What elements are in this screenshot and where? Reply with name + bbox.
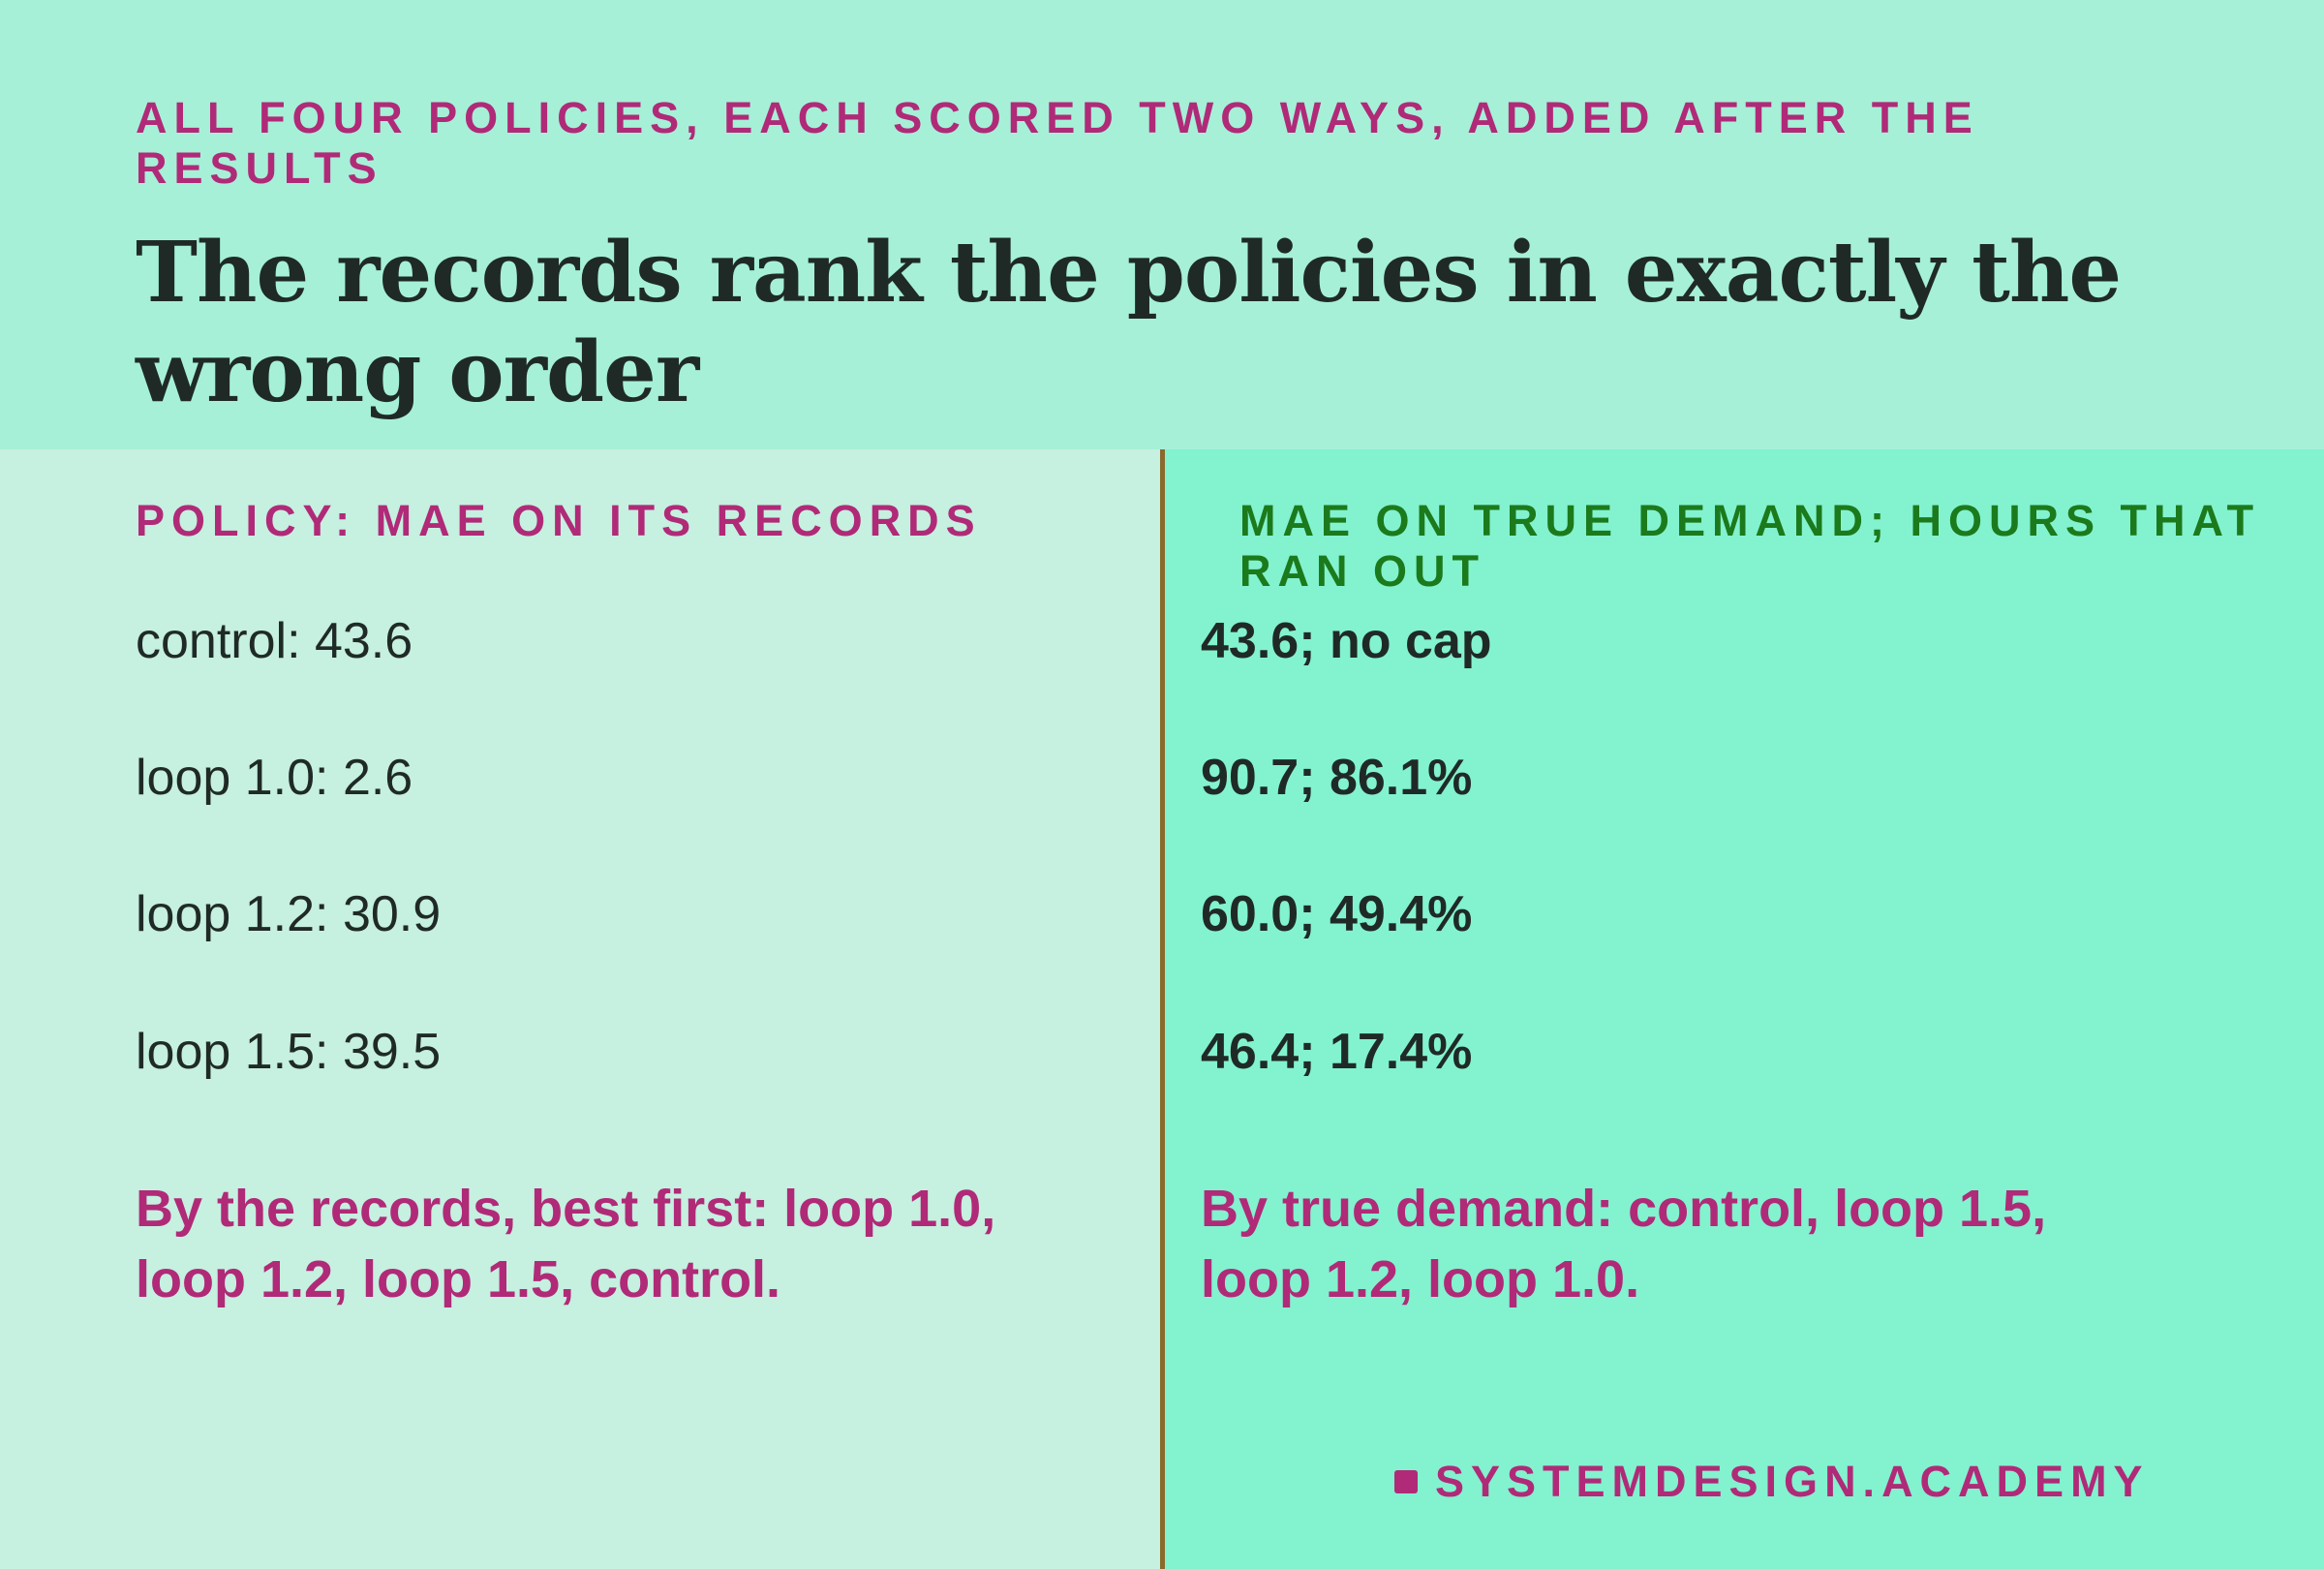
left-column-heading: POLICY: MAE ON ITS RECORDS bbox=[136, 496, 982, 545]
left-row-loop-1-2: loop 1.2: 30.9 bbox=[136, 886, 442, 942]
right-row-loop-1-0: 90.7; 86.1% bbox=[1201, 750, 1473, 806]
right-column-heading: MAE ON TRUE DEMAND; HOURS THAT RAN OUT bbox=[1239, 496, 2261, 596]
left-row-control: control: 43.6 bbox=[136, 613, 413, 669]
right-summary: By true demand: control, loop 1.5, loop … bbox=[1201, 1180, 2047, 1308]
right-row-control: 43.6; no cap bbox=[1201, 613, 1492, 669]
kicker-label: ALL FOUR POLICIES, EACH SCORED TWO WAYS,… bbox=[136, 93, 1979, 193]
brand-label: SYSTEMDESIGN.ACADEMY bbox=[1435, 1457, 2150, 1506]
header-band bbox=[0, 0, 2324, 449]
column-divider bbox=[1160, 449, 1165, 1569]
brand-footer: SYSTEMDESIGN.ACADEMY bbox=[1394, 1453, 2150, 1511]
left-panel bbox=[0, 449, 1160, 1569]
page-title: The records rank the policies in exactly… bbox=[136, 224, 2122, 421]
right-panel bbox=[1165, 449, 2324, 1569]
right-row-loop-1-2: 60.0; 49.4% bbox=[1201, 886, 1473, 942]
left-row-loop-1-0: loop 1.0: 2.6 bbox=[136, 750, 413, 806]
right-row-loop-1-5: 46.4; 17.4% bbox=[1201, 1024, 1473, 1080]
left-summary: By the records, best first: loop 1.0, lo… bbox=[136, 1180, 996, 1308]
square-mark-icon bbox=[1394, 1470, 1418, 1493]
left-row-loop-1-5: loop 1.5: 39.5 bbox=[136, 1024, 442, 1080]
